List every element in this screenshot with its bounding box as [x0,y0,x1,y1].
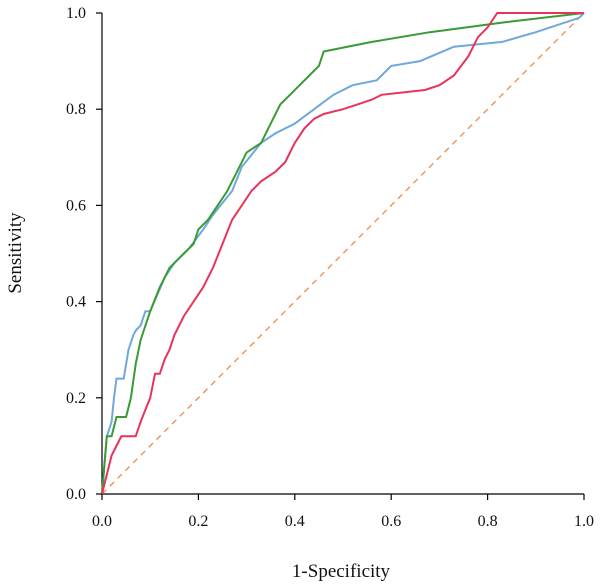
roc-curve-green [101,12,585,495]
roc-curve-blue [101,12,585,495]
y-tick-label: 0.8 [66,101,86,118]
x-tick-label: 0.0 [92,513,112,530]
plot-frame [101,13,584,495]
x-tick-label: 0.2 [188,513,208,530]
y-tick-label: 1.0 [66,5,86,22]
x-tick-label: 0.4 [285,513,305,530]
y-tick-label: 0.6 [66,197,86,214]
y-tick-label: 0.0 [66,486,86,503]
x-tick-label: 0.6 [381,513,401,530]
y-tick-label: 0.4 [66,294,86,311]
chance-line [101,12,585,495]
y-axis-ticks: 0.0 0.2 0.4 0.6 0.8 1.0 [66,5,102,503]
y-tick-label: 0.2 [66,390,86,407]
x-axis-ticks: 0.0 0.2 0.4 0.6 0.8 1.0 [92,494,594,530]
roc-curves [101,12,585,495]
x-tick-label: 1.0 [574,513,594,530]
x-tick-label: 0.8 [478,513,498,530]
x-axis-title: 1-Specificity [292,561,391,582]
roc-curve-red [101,12,584,495]
y-axis-title: Sensitivity [5,212,26,294]
reference-diagonal [101,12,585,495]
